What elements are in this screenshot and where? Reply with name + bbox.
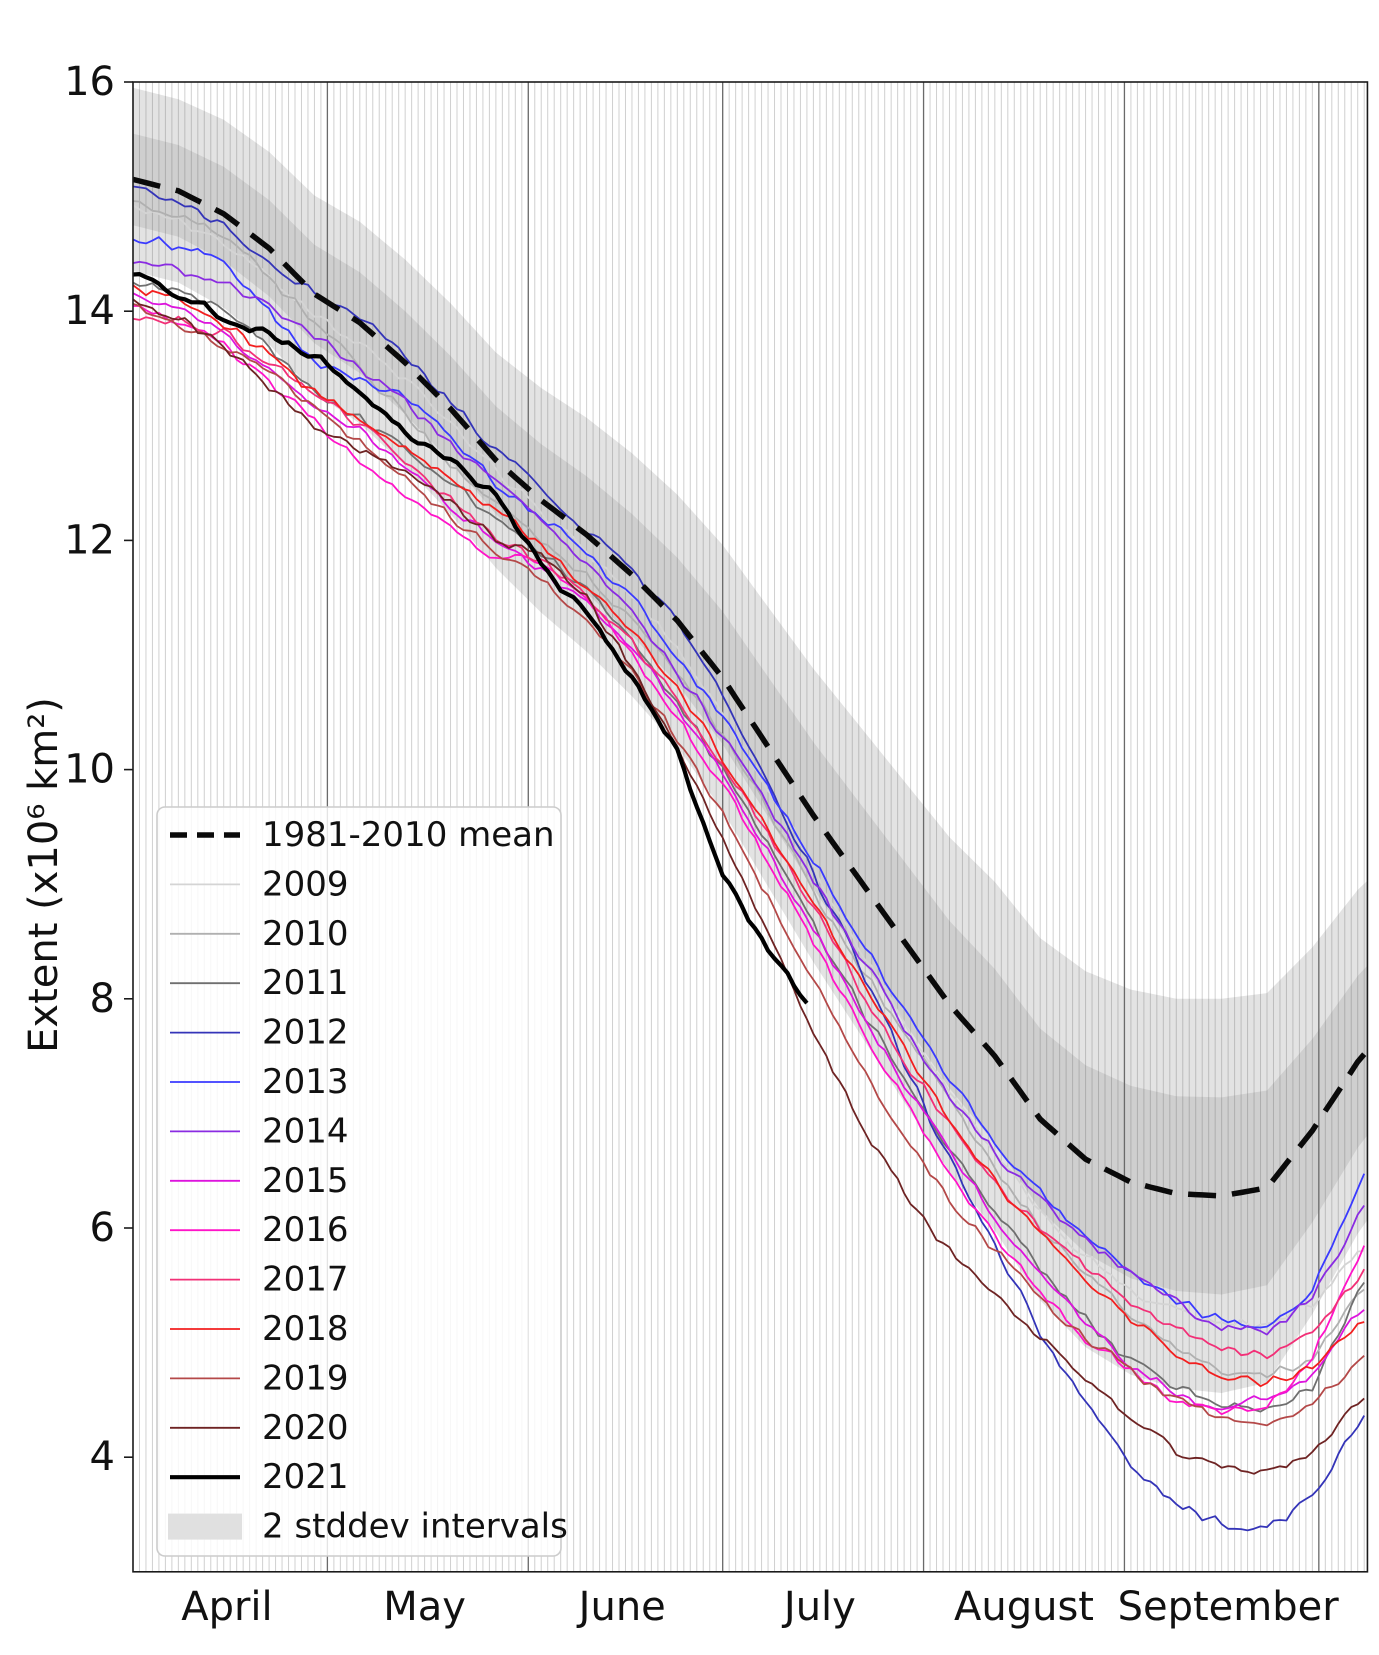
legend-label-2011: 2011 xyxy=(262,963,349,1003)
axes-spines xyxy=(132,81,1369,1573)
series-line-2021 xyxy=(133,272,809,1005)
y-tick-label: 6 xyxy=(90,1205,115,1251)
y-tick-label: 8 xyxy=(90,976,115,1022)
y-axis-ticks: 16 14 12 10 8 6 4 xyxy=(64,59,133,1480)
x-month-label-may: May xyxy=(383,1584,466,1630)
stddev-bands xyxy=(133,87,1368,1394)
y-tick-label: 16 xyxy=(64,59,115,105)
legend-label-2021: 2021 xyxy=(262,1457,349,1497)
legend-swatch-stddev-patch xyxy=(168,1513,242,1540)
x-month-label-april: April xyxy=(181,1584,272,1630)
legend: 1981-2010 mean 2009 2010 2011 2012 2013 2014 20… xyxy=(156,806,568,1557)
x-axis-labels: April May June July August September xyxy=(181,1584,1339,1630)
mean-dashed-line xyxy=(133,176,1367,1199)
y-tick-label: 12 xyxy=(64,517,115,563)
x-month-label-august: August xyxy=(954,1584,1094,1630)
mean-line-group xyxy=(133,176,1367,1199)
legend-label-2020: 2020 xyxy=(262,1408,349,1448)
series-line-2020 xyxy=(133,298,1365,1475)
series-line-2019 xyxy=(133,302,1365,1427)
x-month-label-june: June xyxy=(576,1584,666,1630)
legend-label-2009: 2009 xyxy=(262,864,349,904)
legend-label-2010: 2010 xyxy=(262,914,349,954)
legend-label-2019: 2019 xyxy=(262,1358,349,1398)
y-tick-label: 4 xyxy=(90,1434,115,1480)
series-line-2015 xyxy=(133,292,1365,1411)
legend-label-2013: 2013 xyxy=(262,1062,349,1102)
legend-label-2016: 2016 xyxy=(262,1210,349,1250)
legend-box xyxy=(156,806,562,1557)
legend-label-2018: 2018 xyxy=(262,1309,349,1349)
x-month-label-july: July xyxy=(781,1584,856,1630)
stddev-band-1sigma xyxy=(133,133,1368,1295)
legend-label-2-stddev-intervals: 2 stddev intervals xyxy=(262,1507,568,1547)
year-series-lines xyxy=(133,185,1366,1532)
legend-label-2014: 2014 xyxy=(262,1111,349,1151)
plot-border xyxy=(132,81,1369,1573)
legend-label-2015: 2015 xyxy=(262,1161,349,1201)
legend-label-2017: 2017 xyxy=(262,1260,349,1300)
y-tick-label: 14 xyxy=(64,288,115,334)
legend-label-2012: 2012 xyxy=(262,1013,349,1053)
y-tick-label: 10 xyxy=(64,747,115,793)
series-line-2013 xyxy=(133,236,1366,1329)
series-line-2010 xyxy=(133,200,1365,1379)
series-line-2018 xyxy=(133,284,1365,1388)
y-axis-label: Extent (x10⁶ km²) xyxy=(21,697,67,1053)
series-line-2014 xyxy=(133,261,1365,1336)
x-month-label-september: September xyxy=(1118,1584,1340,1630)
legend-label-1981-2010-mean: 1981-2010 mean xyxy=(262,815,555,855)
series-line-2012 xyxy=(133,185,1365,1532)
